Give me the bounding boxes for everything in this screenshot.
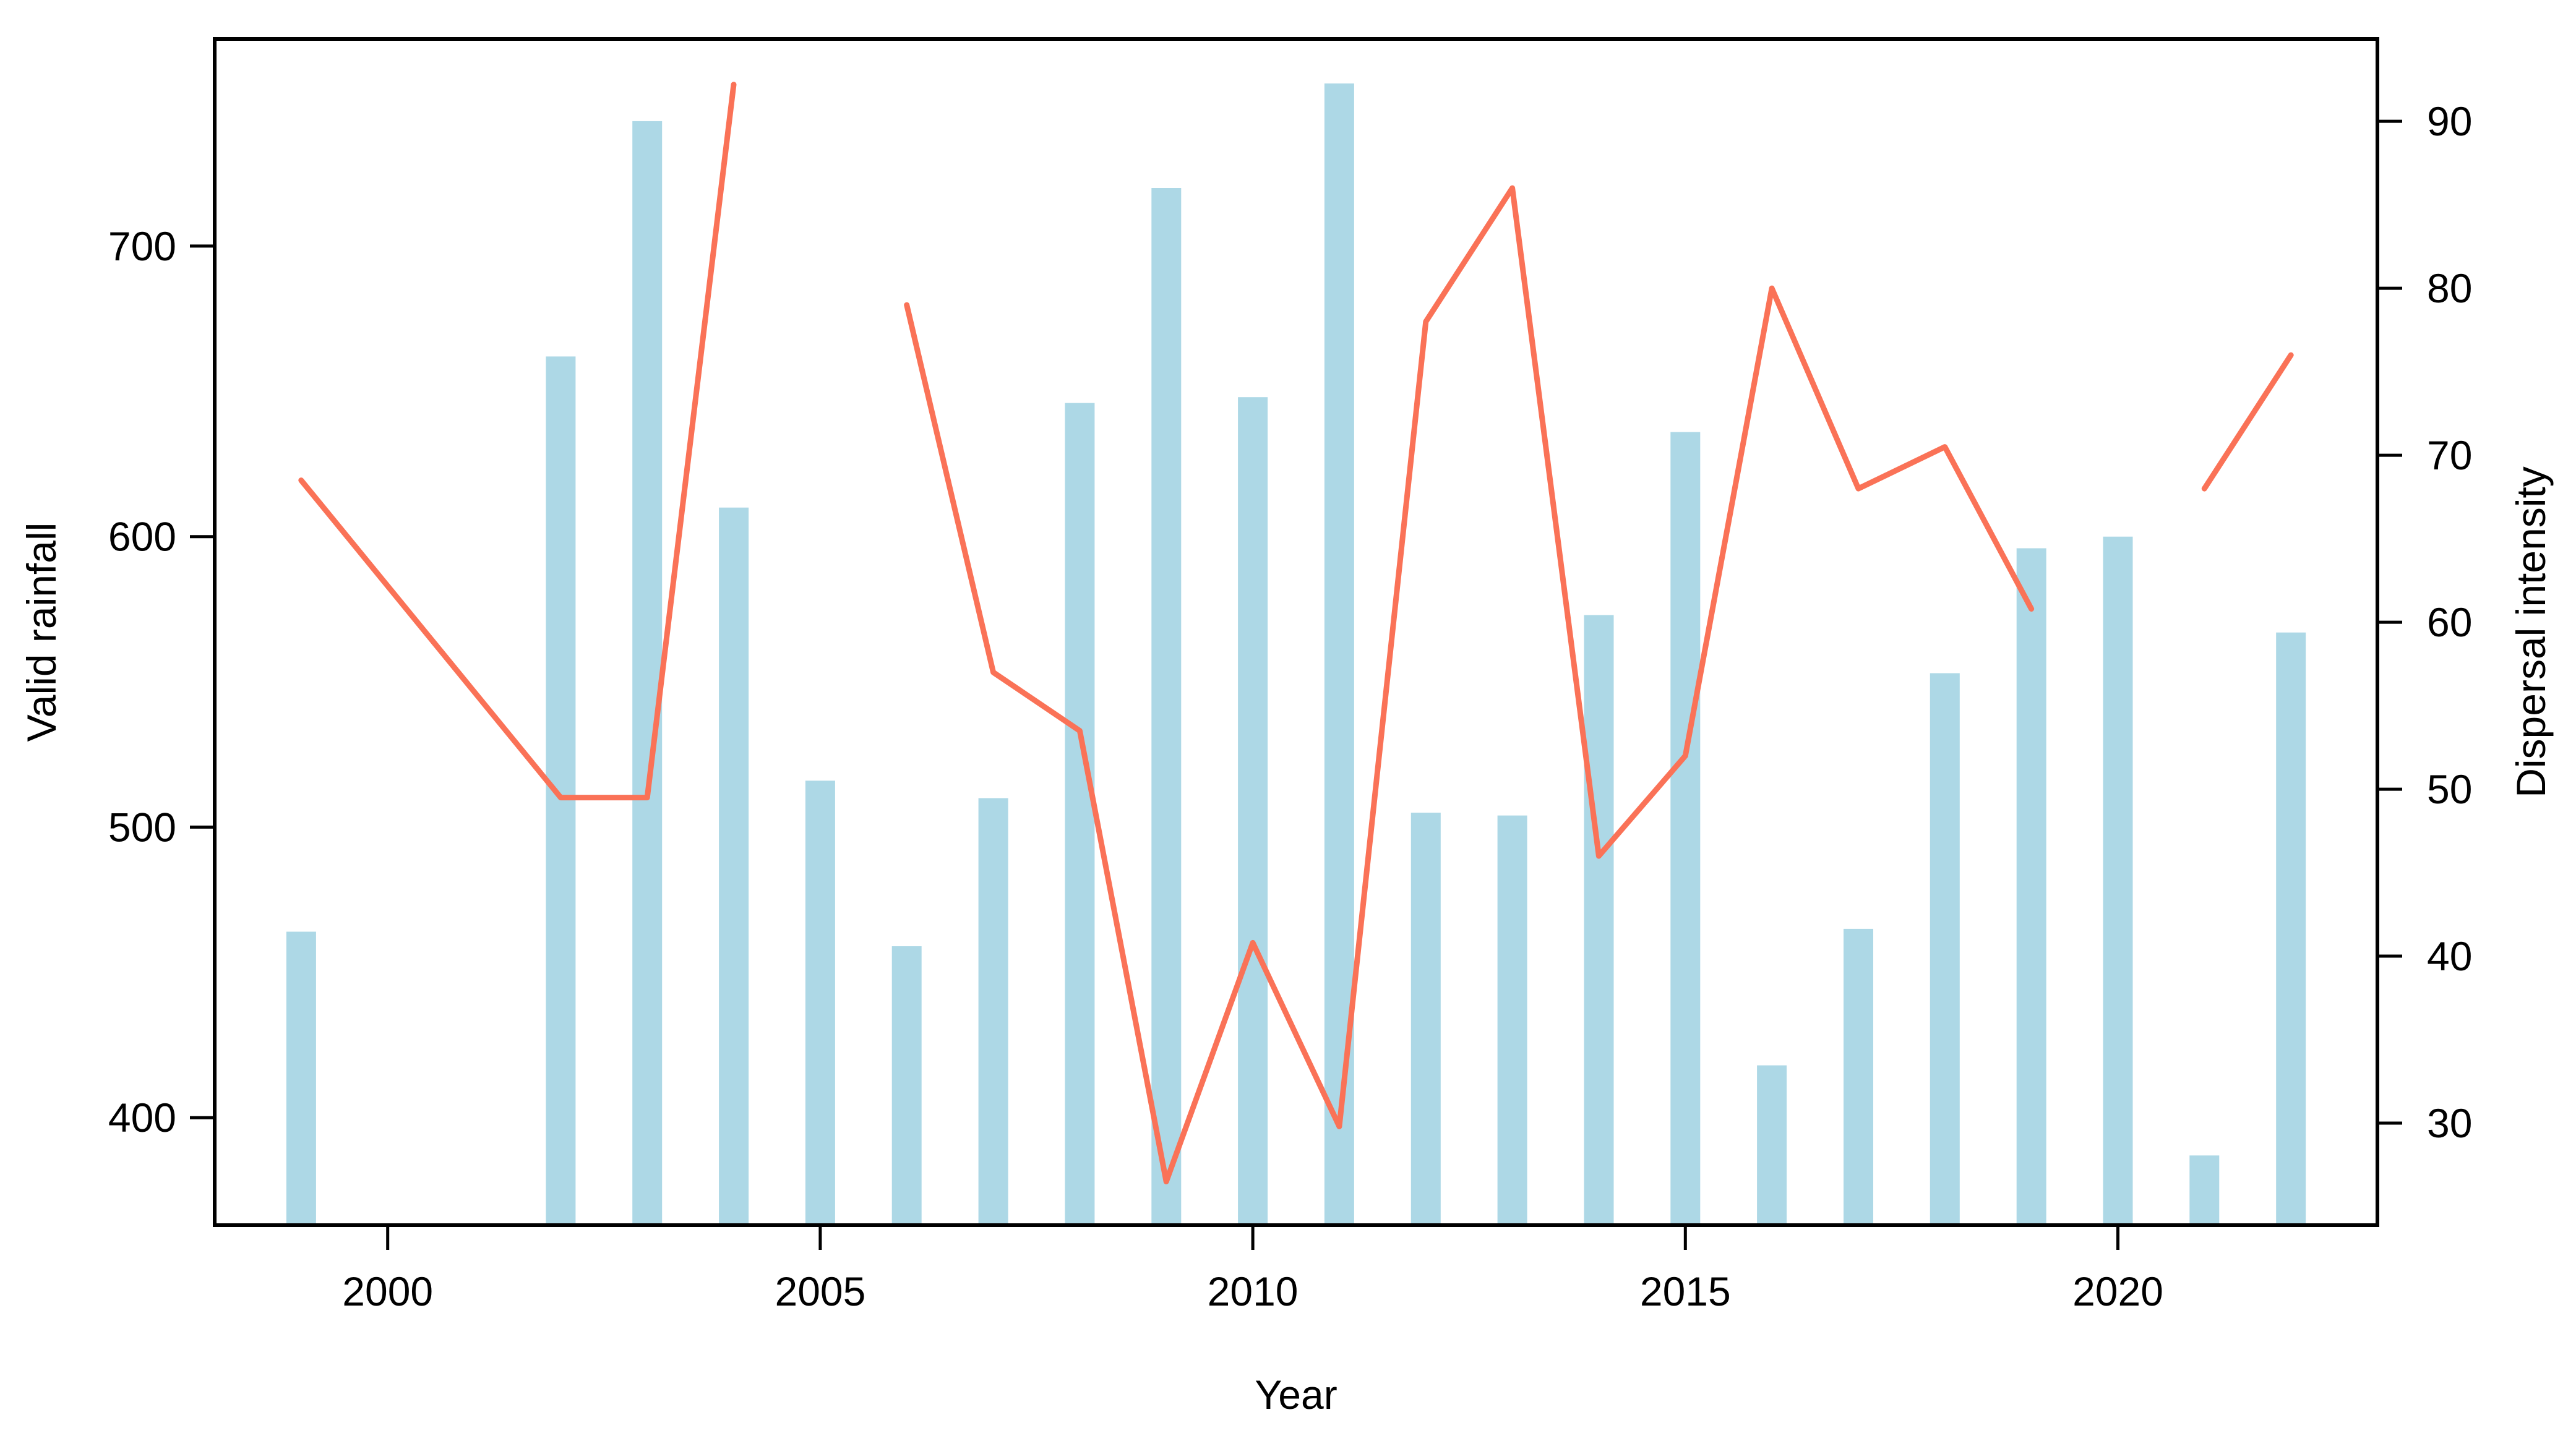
- bar-1999: [286, 931, 316, 1225]
- bar-2018: [1930, 673, 1960, 1225]
- x-tick-label-2000: 2000: [342, 1268, 433, 1314]
- bar-2007: [978, 798, 1008, 1225]
- x-axis-title: Year: [1255, 1372, 1337, 1417]
- y-right-tick-label-40: 40: [2427, 933, 2472, 979]
- y-left-tick-label-500: 500: [108, 804, 176, 850]
- bar-2004: [719, 507, 749, 1226]
- bar-2003: [632, 121, 663, 1225]
- bar-2010: [1238, 397, 1268, 1226]
- bar-2019: [2016, 548, 2046, 1225]
- y-left-tick-label-600: 600: [108, 514, 176, 560]
- y-right-tick-label-60: 60: [2427, 599, 2472, 645]
- intensity-line-group: [298, 82, 2294, 1184]
- y-axis-title-left: Valid rainfall: [19, 523, 64, 742]
- intensity-line-segment-1: [298, 82, 737, 801]
- bar-2009: [1151, 188, 1182, 1225]
- intensity-line-segment-2: [904, 185, 2035, 1184]
- bar-2005: [805, 780, 835, 1225]
- y-right-tick-label-50: 50: [2427, 766, 2472, 812]
- tick-labels-group: 400 500 600 700 30 40 50 60 70 80 90 2000 2005 2010 20…: [108, 98, 2473, 1314]
- bar-2022: [2276, 632, 2306, 1225]
- x-tick-label-2020: 2020: [2072, 1268, 2163, 1314]
- x-tick-label-2015: 2015: [1640, 1268, 1731, 1314]
- y-right-tick-label-70: 70: [2427, 432, 2472, 478]
- plot-border: [213, 37, 2379, 1227]
- x-tick-label-2005: 2005: [775, 1268, 865, 1314]
- bar-2013: [1497, 815, 1527, 1225]
- ticks-group: [190, 119, 2402, 1250]
- y-right-tick-label-80: 80: [2427, 265, 2472, 311]
- intensity-line-segment-3: [2201, 352, 2294, 492]
- y-axis-title-right: Dispersal intensity: [2508, 466, 2554, 798]
- y-right-tick-label-30: 30: [2427, 1100, 2472, 1146]
- bar-2006: [891, 946, 922, 1225]
- y-right-tick-label-90: 90: [2427, 98, 2472, 144]
- bar-2021: [2189, 1155, 2220, 1225]
- bar-2015: [1670, 432, 1701, 1225]
- bar-2020: [2103, 536, 2133, 1226]
- bar-2017: [1844, 928, 1873, 1225]
- bar-2012: [1410, 813, 1441, 1225]
- bar-2014: [1584, 615, 1614, 1225]
- bars-group: [286, 83, 2306, 1226]
- bar-2002: [546, 356, 576, 1225]
- bar-2016: [1757, 1065, 1787, 1225]
- y-left-tick-label-400: 400: [108, 1095, 176, 1140]
- bar-2008: [1065, 403, 1095, 1225]
- x-tick-label-2010: 2010: [1208, 1268, 1299, 1314]
- y-left-tick-label-700: 700: [108, 223, 176, 269]
